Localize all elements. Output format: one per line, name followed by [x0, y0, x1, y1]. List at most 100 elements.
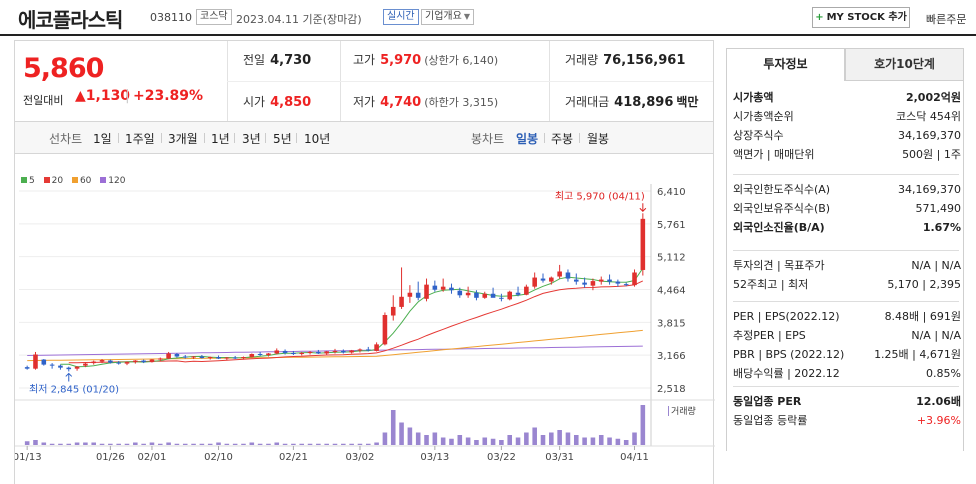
volume-bar [623, 440, 629, 445]
volume-label: 거래량 [565, 53, 599, 67]
period-3m[interactable]: 3개월 [168, 132, 198, 146]
info-row: 상장주식수 34,169,370 [733, 127, 961, 145]
volume-bar [573, 435, 579, 445]
candle [91, 361, 97, 364]
add-mystock-label: MY STOCK 추가 [826, 12, 907, 23]
x-tick-label: 03/31 [545, 452, 574, 463]
stock-name: 에코플라스틱 [18, 8, 123, 32]
volume-bar [199, 443, 205, 445]
tab-order-book[interactable]: 호가10단계 [845, 48, 964, 81]
high-value: 5,970 [380, 53, 422, 68]
info-label: 상장주식수 [733, 129, 784, 142]
y-tick-label: 3,166 [657, 351, 686, 362]
candle [407, 292, 413, 297]
volume-bar [349, 443, 354, 445]
candle [124, 362, 130, 364]
info-value: N/A | N/A [911, 259, 961, 272]
candle [74, 366, 80, 369]
candle [224, 357, 230, 359]
ma20-line [68, 280, 644, 364]
y-tick-label: 3,815 [657, 318, 686, 329]
period-5y[interactable]: 5년 [273, 132, 292, 146]
low-annotation: 최저 2,845 (01/20) [29, 383, 119, 395]
candle [365, 349, 371, 351]
candle [108, 360, 113, 363]
divider [733, 386, 959, 387]
quick-order-link[interactable]: 빠른주문 [926, 13, 967, 26]
legend-ma60: 60 [79, 176, 92, 186]
volume-bar [74, 442, 80, 445]
divider [733, 250, 959, 251]
volume-bar [58, 443, 63, 445]
period-10y[interactable]: 10년 [304, 132, 331, 146]
period-1d[interactable]: 1일 [93, 132, 112, 146]
candle-monthly[interactable]: 월봉 [587, 132, 610, 146]
volume-bar [149, 442, 155, 445]
volume-bar [166, 442, 171, 445]
candle [58, 365, 63, 368]
volume-bar [91, 442, 97, 445]
x-tick-label: 03/02 [346, 452, 375, 463]
low-label: 저가 [353, 95, 376, 109]
info-label: 배당수익률 | 2022.12 [733, 367, 840, 380]
volume-bar [116, 443, 121, 445]
price-summary: 5,860 전일대비 ▲1,130 | +23.89% 전일 4,730 시가 4,… [14, 40, 714, 122]
chevron-down-icon: ▼ [463, 12, 470, 21]
candle [432, 285, 438, 290]
candle [332, 350, 338, 352]
ma60-line [27, 329, 643, 362]
candle [157, 358, 163, 360]
candle-weekly[interactable]: 주봉 [551, 132, 574, 146]
candle [390, 306, 396, 316]
volume-bar [474, 440, 479, 445]
x-tick-label: 03/22 [487, 452, 516, 463]
candle [582, 282, 587, 285]
volume-bar [299, 443, 305, 445]
candle-daily[interactable]: 일봉 [516, 132, 539, 146]
volume-bar [133, 442, 138, 445]
y-tick-label: 4,464 [657, 286, 686, 297]
volume-bar [582, 437, 587, 445]
realtime-button[interactable]: 실시간 [383, 9, 419, 25]
volume-bar [515, 437, 521, 445]
candle [482, 293, 488, 298]
volume-bar [449, 438, 454, 445]
volume-bar [24, 441, 30, 445]
candlestick-svg: 6,410 5,761 5,112 4,464 3,815 3,166 2,518 거래량 최고… [15, 184, 715, 463]
candle [524, 286, 529, 295]
info-row: 시가총액순위 코스닥 454위 [733, 108, 961, 126]
divider [204, 133, 205, 143]
candle [415, 292, 421, 298]
volume-bar [457, 435, 463, 445]
plus-icon: + [815, 12, 824, 23]
period-3y[interactable]: 3년 [242, 132, 261, 146]
volume-bar [332, 443, 338, 445]
tab-investment-info[interactable]: 투자정보 [726, 48, 845, 81]
volume-bar [41, 442, 47, 445]
volume-label-marker [668, 406, 669, 416]
candle [207, 357, 213, 359]
info-label: PBR | BPS (2022.12) [733, 348, 845, 361]
volume-bar [399, 422, 404, 445]
period-1w[interactable]: 1주일 [125, 132, 155, 146]
company-overview-dropdown[interactable]: 기업개요 ▼ [421, 9, 474, 25]
add-mystock-button[interactable]: + MY STOCK 추가 [812, 7, 910, 28]
volume-bar [390, 410, 396, 445]
info-row: PER | EPS(2022.12) 8.48배 | 691원 [733, 308, 961, 326]
info-value: N/A | N/A [911, 329, 961, 342]
period-1y[interactable]: 1년 [211, 132, 230, 146]
candle [565, 272, 571, 279]
price-chart: 5 20 60 120 6,410 5,761 5,112 4,464 3,815 3,1… [14, 154, 715, 484]
info-value: +3.96% [916, 414, 961, 427]
candle [257, 353, 263, 355]
candle [141, 360, 146, 363]
candle [399, 296, 404, 307]
volume-bar [157, 443, 163, 445]
info-value: 8.48배 | 691원 [884, 310, 961, 323]
volume-bar [549, 432, 554, 445]
candle [149, 359, 155, 363]
info-value: 1.25배 | 4,671원 [874, 348, 961, 361]
candle [174, 353, 180, 357]
legend-ma20: 20 [51, 176, 64, 186]
candle [307, 351, 313, 353]
